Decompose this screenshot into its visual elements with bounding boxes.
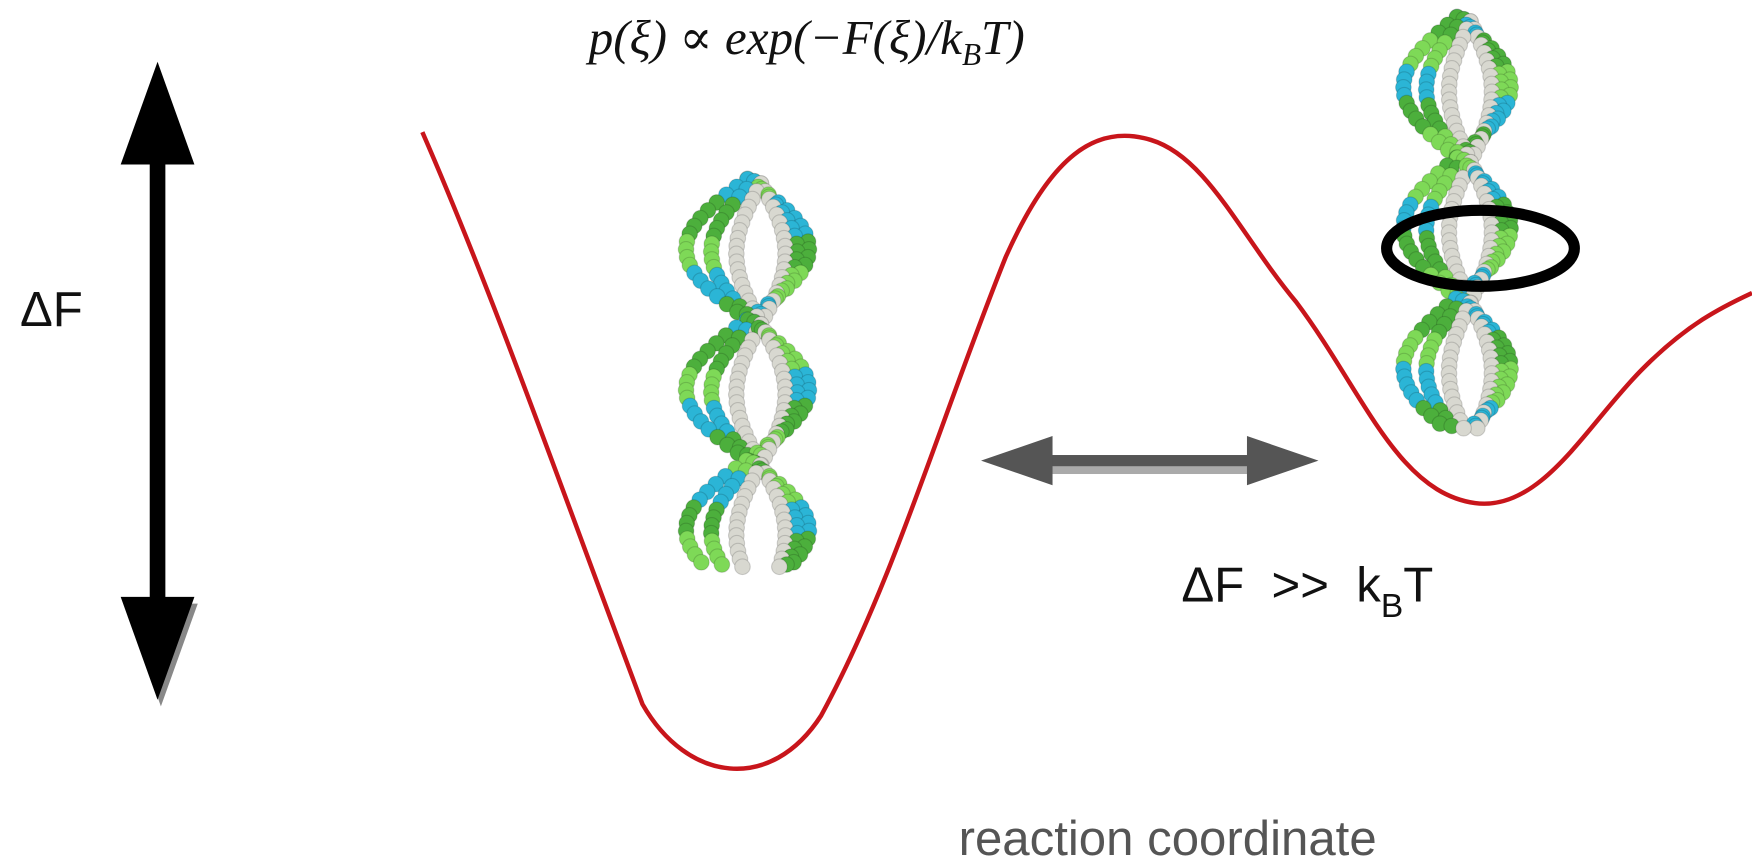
arrow-head-up	[120, 61, 195, 165]
arrow-head-down	[120, 596, 195, 700]
x-axis-label: reaction coordinate	[959, 811, 1377, 862]
arrow-head-left	[981, 436, 1053, 486]
arrow-shadow	[1039, 462, 1263, 475]
dna-double-helix	[677, 170, 818, 576]
dna-atom	[770, 558, 788, 576]
free-energy-curve	[420, 131, 1752, 771]
condition: ΔF >> kBT	[1181, 557, 1433, 625]
formula: p(ξ) ∝ exp(−F(ξ)/kBT)	[586, 10, 1025, 72]
dna-atom	[734, 558, 751, 576]
dna-atom	[1455, 419, 1472, 437]
arrow-shaft	[1039, 455, 1263, 467]
arrow-head-right	[1246, 436, 1319, 486]
transition-arrow	[981, 436, 1319, 486]
formula-tail: T)	[981, 10, 1025, 65]
barrier-label: ΔF	[20, 282, 83, 337]
condition-tail: T	[1403, 557, 1433, 612]
arrow-shaft	[149, 156, 166, 604]
dna-atom	[692, 553, 710, 571]
condition-main: ΔF >> k	[1181, 557, 1381, 612]
dna-atom	[713, 556, 731, 573]
delta-f-arrow	[120, 61, 198, 707]
condition-subscript: B	[1381, 588, 1403, 625]
formula-subscript: B	[962, 37, 981, 72]
formula-main: p(ξ) ∝ exp(−F(ξ)/k	[586, 10, 963, 65]
highlight-ellipse	[1381, 204, 1580, 292]
